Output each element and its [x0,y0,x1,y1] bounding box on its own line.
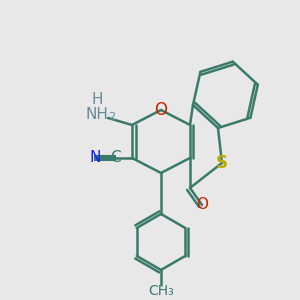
Text: N: N [89,151,101,166]
Text: O: O [154,101,167,119]
Text: H: H [91,92,103,107]
Text: CH₃: CH₃ [148,284,174,298]
Text: S: S [216,154,228,172]
Text: C: C [110,151,120,166]
Text: NH: NH [85,107,108,122]
Text: O: O [196,197,208,212]
Text: 2: 2 [108,112,115,122]
